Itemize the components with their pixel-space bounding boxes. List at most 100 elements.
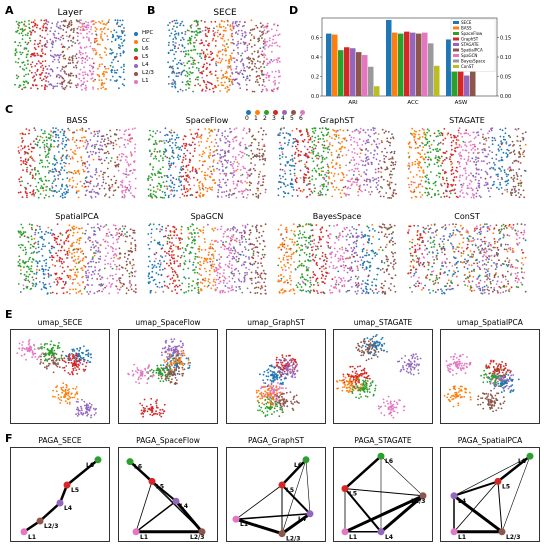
spot [365,169,368,171]
spot [171,155,173,158]
spot [456,146,458,149]
spot [523,196,526,199]
spot [384,168,387,171]
spot [72,278,75,281]
bar [344,47,350,96]
spot [415,186,418,189]
spot [63,25,66,28]
spot [315,144,317,147]
spot [249,66,251,69]
spot [101,145,103,147]
spot [72,241,75,244]
spot [385,168,388,170]
spot [41,159,43,162]
spot [68,81,70,83]
spot [394,163,397,166]
legend-swatch [453,21,459,24]
spot [218,168,221,171]
spot [52,85,55,88]
spot [512,178,515,181]
spot [471,193,474,195]
spot [77,25,80,28]
spot [422,158,425,161]
spot [107,142,110,145]
spot [257,51,259,54]
spot [88,69,91,72]
spot [75,19,78,22]
spot [375,181,378,184]
spot [50,143,52,146]
spot [167,52,170,55]
spot [460,183,463,186]
spot [158,223,161,226]
spot [167,194,170,197]
spot [257,56,260,58]
spot [158,241,161,244]
spot [80,157,83,159]
spot [279,181,282,184]
spot [187,289,190,292]
spot [56,260,58,262]
spot [459,165,461,168]
spot [220,228,222,231]
spot [54,53,56,56]
spot [129,187,132,190]
spot [106,232,108,235]
spot [459,190,462,193]
spot [177,158,180,161]
spot [31,276,34,279]
spot [226,76,229,79]
spot [348,134,351,137]
spot [40,179,43,181]
spot [24,191,27,194]
spot [467,159,469,162]
spot [255,226,257,229]
spot [257,194,260,197]
spot [105,224,108,226]
spot [34,65,37,67]
spot [85,274,87,277]
spot [106,133,108,136]
spot [36,24,39,27]
spot [33,127,36,130]
spot [55,133,57,136]
spot [292,137,295,140]
spot [233,128,236,131]
spot [119,45,122,47]
spot [30,71,33,74]
spot [364,131,367,134]
panel-b-title: SECE [213,8,237,18]
spot [211,52,214,55]
spot [250,19,253,22]
spot [410,180,413,183]
spot [367,129,369,131]
spot [273,23,276,25]
spot [232,172,235,174]
spot [211,155,214,157]
spot [103,32,106,35]
spot [455,143,458,146]
spot [23,69,25,71]
spot [241,182,244,184]
spot [317,135,320,137]
spot [68,25,70,28]
spot [24,47,27,50]
spot [278,147,281,150]
spot [356,181,358,184]
spot [330,161,333,164]
spot [92,49,95,52]
spot [53,58,56,61]
spot [293,172,296,175]
spot [192,166,194,169]
spot [426,131,429,134]
spot [366,159,368,161]
spot [75,171,77,174]
spot [78,284,81,286]
x-tick-label: ASW [455,100,468,106]
spot [196,132,198,134]
spot [22,244,24,247]
spot [257,155,259,157]
spot [82,281,84,284]
spot [357,130,360,132]
spot [193,20,196,22]
